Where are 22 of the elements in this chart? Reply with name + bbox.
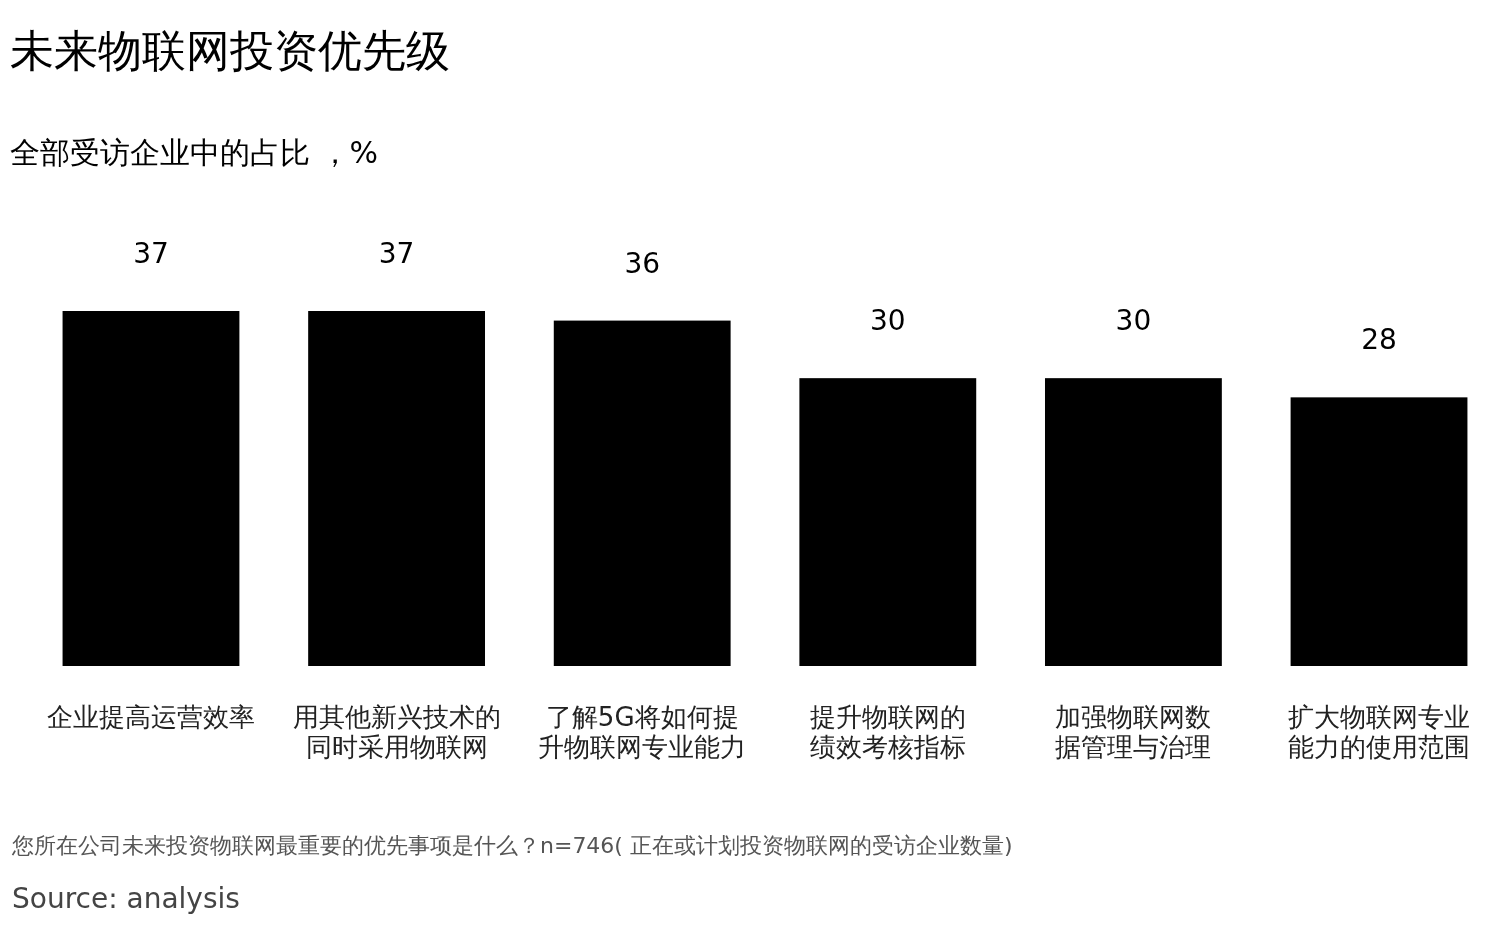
x-tick-label: 企业提高运营效率 bbox=[46, 702, 255, 732]
data-label: 37 bbox=[378, 237, 415, 270]
text: 您所在公司未来投资物联网最重要的优先事项是什么？n=746( 正在或计划投资物联网的受访企业数量) bbox=[11, 833, 1013, 858]
data-label: 36 bbox=[624, 246, 661, 280]
x-tick-label: 加强物联网数据管理与治理 bbox=[1055, 702, 1212, 762]
data-label: 28 bbox=[1361, 323, 1397, 357]
bar bbox=[1044, 378, 1222, 666]
bar bbox=[62, 311, 240, 666]
chart-subtitle: 全部受访企业中的占比 ，% bbox=[10, 135, 379, 170]
bar bbox=[553, 320, 731, 666]
chart-title: 未来物联网投资优先级 bbox=[10, 25, 450, 76]
x-tick-label: 用其他新兴技术的同时采用物联网 bbox=[292, 702, 501, 762]
x-tick-label: 扩大物联网专业能力的使用范围 bbox=[1288, 702, 1471, 762]
data-label: 30 bbox=[1115, 304, 1152, 338]
x-tick-label: 了解5G将如何提升物联网专业能力 bbox=[538, 702, 747, 762]
source-note: Source: analysis bbox=[12, 882, 240, 915]
bar bbox=[1290, 397, 1468, 666]
data-label: 37 bbox=[133, 237, 169, 270]
x-tick-label: 提升物联网的绩效考核指标 bbox=[809, 702, 966, 762]
bar bbox=[308, 311, 486, 666]
bar bbox=[799, 378, 977, 666]
data-label: 30 bbox=[869, 304, 906, 338]
